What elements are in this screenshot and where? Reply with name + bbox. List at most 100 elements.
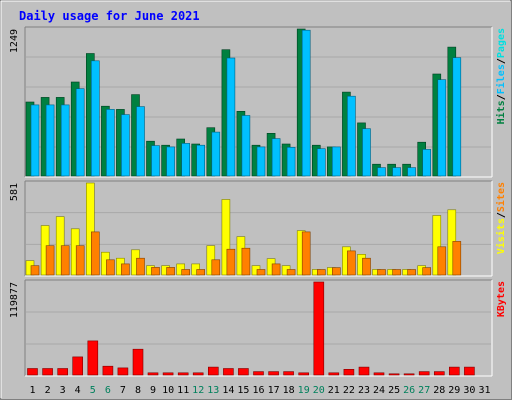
bar-sites-day-27 — [422, 267, 432, 276]
bar-files-day-23 — [362, 128, 371, 177]
bar-kbytes-day-27 — [418, 371, 430, 376]
bar-sites-day-17 — [271, 263, 281, 276]
legend-separator: / — [496, 58, 507, 64]
bar-kbytes-day-7 — [117, 367, 129, 376]
bar-sites-day-20 — [316, 269, 326, 276]
bar-sites-day-11 — [181, 269, 190, 276]
bar-files-day-9 — [151, 145, 160, 177]
bar-kbytes-day-22 — [343, 368, 355, 376]
legend-entry-kbytes: KBytes — [496, 281, 507, 317]
bar-files-day-1 — [30, 104, 40, 177]
bar-sites-day-18 — [286, 269, 296, 276]
x-tick-label: 29 — [448, 385, 460, 396]
x-tick-label: 25 — [388, 385, 400, 396]
bar-files-day-4 — [75, 88, 85, 177]
bar-sites-day-7 — [121, 263, 130, 276]
bar-sites-day-12 — [196, 269, 205, 276]
bar-visits-day-14 — [221, 199, 231, 276]
x-tick-label: 18 — [283, 385, 295, 396]
bar-kbytes-day-24 — [373, 372, 385, 376]
bar-files-day-25 — [392, 167, 401, 177]
bar-kbytes-day-20 — [313, 281, 325, 376]
bar-kbytes-day-14 — [223, 368, 234, 376]
bar-sites-day-5 — [91, 231, 100, 276]
bar-sites-day-24 — [377, 269, 386, 276]
x-tick-label: 28 — [433, 385, 445, 396]
bar-files-day-24 — [377, 167, 386, 177]
bar-kbytes-day-9 — [147, 372, 159, 376]
x-tick-label: 22 — [343, 385, 355, 396]
bar-kbytes-day-29 — [448, 366, 460, 376]
bar-sites-day-14 — [226, 248, 236, 276]
bar-kbytes-day-18 — [283, 371, 294, 376]
bar-sites-day-21 — [331, 267, 341, 276]
x-tick-label: 16 — [252, 385, 264, 396]
x-tick-label: 30 — [463, 385, 475, 396]
bar-files-day-5 — [91, 60, 100, 177]
chart-panels: 1249Hits/Files/Pages581Visits/Sites11987… — [9, 26, 507, 377]
x-tick-label: 8 — [135, 385, 141, 396]
x-tick-label: 17 — [268, 385, 280, 396]
bar-files-day-27 — [422, 149, 432, 177]
bar-files-day-17 — [271, 138, 281, 177]
x-tick-label: 19 — [298, 385, 310, 396]
bar-kbytes-day-16 — [253, 371, 264, 376]
bar-files-day-29 — [452, 57, 462, 177]
bar-kbytes-day-8 — [132, 348, 144, 376]
bar-kbytes-day-13 — [208, 366, 219, 376]
bar-files-day-7 — [121, 114, 130, 177]
x-tick-label: 23 — [358, 385, 370, 396]
x-tick-label: 13 — [207, 385, 219, 396]
bar-sites-day-26 — [407, 269, 416, 276]
bar-sites-day-22 — [347, 250, 356, 276]
plot-area — [25, 280, 492, 376]
bar-files-day-16 — [256, 146, 266, 177]
bar-kbytes-day-6 — [102, 365, 114, 376]
bar-kbytes-day-15 — [238, 368, 249, 376]
bar-files-day-8 — [136, 106, 145, 177]
bar-files-day-20 — [316, 148, 326, 177]
bar-kbytes-day-23 — [358, 366, 370, 376]
x-tick-label: 7 — [120, 385, 126, 396]
legend-separator: / — [496, 94, 507, 100]
bar-sites-day-29 — [452, 241, 462, 276]
x-tick-label: 11 — [177, 385, 189, 396]
bar-sites-day-16 — [256, 269, 266, 276]
bar-sites-day-10 — [166, 267, 175, 276]
legend-hits-files: Hits/Files/Pages — [495, 28, 507, 124]
y-max-label: 1249 — [9, 29, 20, 53]
legend-separator: / — [496, 212, 507, 218]
bar-sites-day-15 — [241, 247, 251, 276]
bar-files-day-15 — [241, 115, 251, 177]
x-tick-label: 10 — [162, 385, 174, 396]
bar-sites-day-23 — [362, 257, 371, 276]
bar-files-day-10 — [166, 146, 175, 177]
bar-kbytes-day-3 — [57, 368, 69, 376]
legend-visits-sites: Visits/Sites — [495, 182, 507, 254]
x-tick-label: 1 — [29, 385, 35, 396]
bar-kbytes-day-4 — [72, 356, 83, 376]
bar-kbytes-day-30 — [464, 366, 475, 376]
bar-kbytes-day-5 — [87, 340, 99, 376]
x-tick-label: 14 — [222, 385, 234, 396]
bar-files-day-12 — [196, 144, 205, 177]
bar-sites-day-2 — [45, 245, 55, 276]
bar-sites-day-3 — [60, 245, 70, 276]
bar-kbytes-day-19 — [298, 372, 310, 376]
x-tick-label: 9 — [150, 385, 156, 396]
x-tick-label: 26 — [403, 385, 415, 396]
chart-title: Daily usage for June 2021 — [19, 9, 200, 23]
x-axis: 1 2 3 4 5 6 7 8 9 10 11 12 13 14 15 16 17 18 19 20 21 22 23 24 2… — [29, 385, 490, 396]
bar-files-day-13 — [211, 131, 221, 177]
bar-sites-day-19 — [301, 231, 311, 276]
x-tick-label: 31 — [478, 385, 490, 396]
bar-kbytes-day-17 — [268, 371, 279, 376]
x-tick-label: 3 — [60, 385, 66, 396]
legend-entry-hits: Hits — [495, 100, 507, 124]
x-tick-label: 21 — [328, 385, 340, 396]
x-tick-label: 24 — [373, 385, 385, 396]
x-tick-label: 4 — [75, 385, 81, 396]
legend-entry-files: Files — [495, 64, 507, 94]
legend-entry-pages: Pages — [496, 28, 507, 58]
